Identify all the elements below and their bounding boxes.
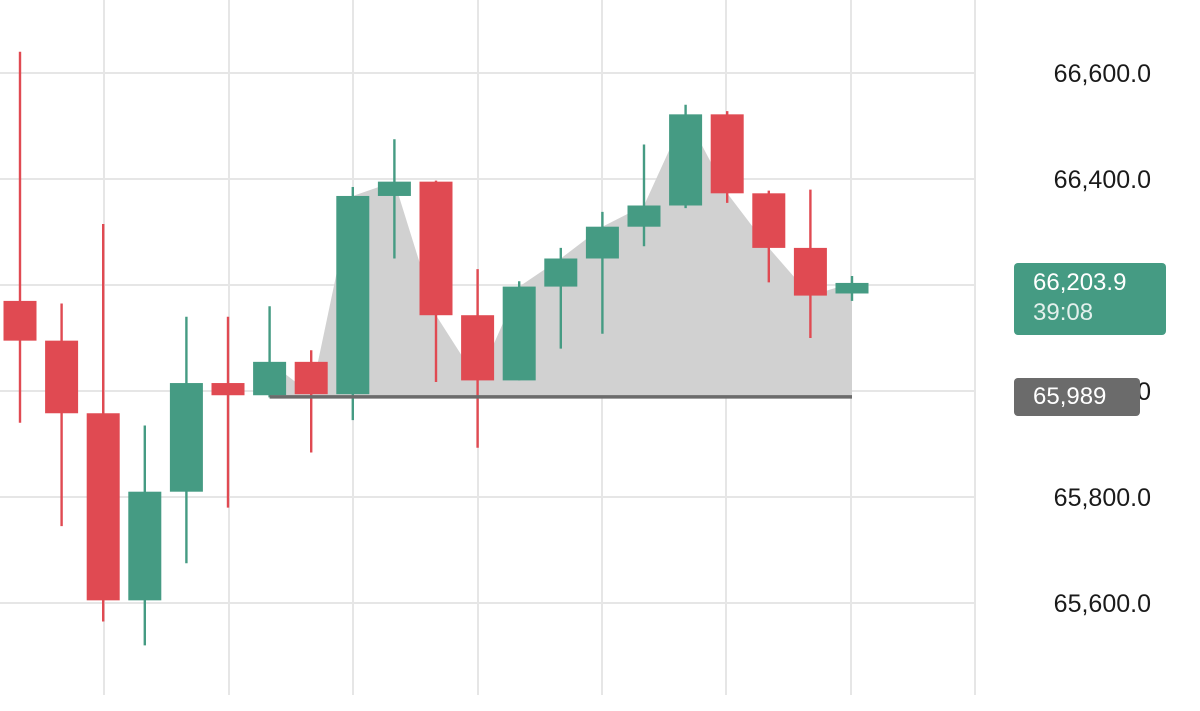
candle-body: [627, 205, 661, 227]
candle-down: [86, 224, 120, 622]
candle-up: [377, 139, 411, 259]
candle-body: [793, 247, 827, 296]
candle-body: [169, 383, 203, 492]
candle-body: [835, 282, 869, 294]
candle-body: [294, 361, 328, 395]
candle-up: [627, 144, 661, 247]
area-under-price: [269, 114, 853, 397]
y-tick-label: 65,600.0: [1054, 590, 1151, 618]
candle-body: [502, 286, 536, 381]
candle-down: [211, 316, 245, 508]
candle-body: [669, 114, 703, 206]
y-tick-label: 66,400.0: [1054, 166, 1151, 194]
candle-body: [461, 315, 495, 381]
y-tick-label: 65,800.0: [1054, 484, 1151, 512]
candle-up: [169, 316, 203, 564]
candle-down: [45, 303, 79, 527]
y-axis: 66,600.066,400.066,200.066,000.065,800.0…: [1054, 60, 1151, 618]
candle-down: [793, 189, 827, 338]
reference-price-value: 65,989: [1033, 383, 1107, 410]
candle-down: [461, 269, 495, 448]
candles: [3, 51, 869, 646]
candle-body: [377, 181, 411, 196]
candle-body: [86, 413, 120, 601]
area-fill: [269, 114, 853, 397]
candle-up: [336, 186, 370, 421]
candle-body: [253, 361, 287, 396]
last-price-tag: 66,203.9 39:08: [1014, 263, 1166, 335]
candle-down: [294, 350, 328, 453]
candle-body: [336, 195, 370, 395]
candle-body: [419, 181, 453, 316]
candle-down: [3, 51, 37, 423]
reference-price-tag: 65,989: [1014, 378, 1140, 416]
candle-down: [710, 111, 744, 203]
candle-body: [585, 226, 619, 259]
y-tick-label: 66,600.0: [1054, 60, 1151, 88]
candle-body: [128, 491, 162, 601]
candle-countdown: 39:08: [1033, 299, 1094, 326]
candle-body: [752, 193, 786, 248]
candle-up: [502, 281, 536, 381]
last-price-value: 66,203.9: [1033, 269, 1127, 296]
candle-body: [544, 258, 578, 287]
candle-up: [253, 306, 287, 398]
candle-body: [211, 383, 245, 396]
candle-down: [752, 190, 786, 283]
candle-up: [835, 275, 869, 301]
candle-body: [3, 300, 37, 341]
candle-up: [544, 247, 578, 349]
candle-body: [710, 114, 744, 194]
candle-body: [45, 340, 79, 414]
candle-down: [419, 180, 453, 382]
candle-up: [128, 425, 162, 646]
candle-up: [669, 104, 703, 209]
candle-up: [585, 211, 619, 334]
